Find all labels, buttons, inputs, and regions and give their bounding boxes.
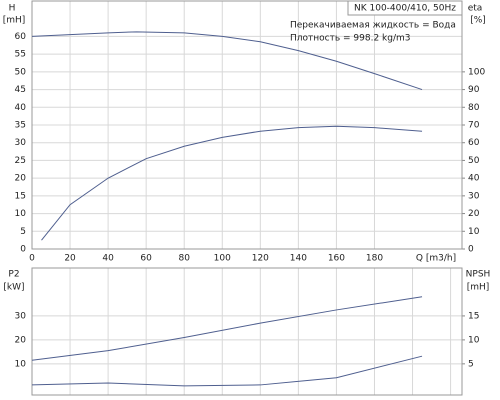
x-tick-label: 60 <box>140 254 152 264</box>
y2-tick-label: 90 <box>468 85 480 95</box>
x-tick-label: 180 <box>366 254 383 264</box>
curve <box>31 296 423 361</box>
y2-tick-label: 50 <box>468 156 480 166</box>
y2-tick-label: 20 <box>468 209 480 219</box>
x-tick-label: 100 <box>214 254 231 264</box>
y-tick-label: 15 <box>15 191 26 201</box>
y2-tick-label: 0 <box>468 245 474 255</box>
curve <box>31 355 423 387</box>
y-tick-label: 5 <box>20 227 26 237</box>
y-tick-label: 30 <box>15 311 27 321</box>
x-tick-label: 140 <box>290 254 307 264</box>
y-tick-label: 0 <box>20 245 26 255</box>
y-tick-label: 30 <box>15 138 27 148</box>
y2-tick-label: 70 <box>468 121 480 131</box>
plot-frame <box>31 0 463 250</box>
x-tick-label: 0 <box>29 254 35 264</box>
y-tick-label: 40 <box>15 103 27 113</box>
chart-title: NK 100-400/410, 50Hz <box>354 4 456 14</box>
y-tick-label: 20 <box>15 174 27 184</box>
y-tick-label: 60 <box>15 32 27 42</box>
y-axis-unit: [mH] <box>3 16 26 26</box>
x-tick-label: 160 <box>328 254 345 264</box>
y-tick-label: 10 <box>15 359 27 369</box>
y2-axis-label: NPSH <box>466 270 491 280</box>
y2-axis-unit: [mH] <box>467 283 490 293</box>
x-tick-label: 20 <box>64 254 76 264</box>
y2-tick-label: 5 <box>468 359 474 369</box>
curve <box>31 31 423 91</box>
y2-tick-label: 10 <box>468 335 480 345</box>
annotation: Плотность = 998.2 kg/m3 <box>290 34 411 44</box>
y2-tick-label: 60 <box>468 138 480 148</box>
x-tick-label: 80 <box>178 254 190 264</box>
y2-tick-label: 40 <box>468 174 480 184</box>
y2-tick-label: 30 <box>468 191 480 201</box>
x-axis-label: Q [m3/h] <box>416 254 456 264</box>
y-tick-label: 25 <box>15 156 26 166</box>
y-tick-label: 50 <box>15 67 27 77</box>
y2-tick-label: 15 <box>468 311 479 321</box>
y2-tick-label: 80 <box>468 103 480 113</box>
y-tick-label: 10 <box>15 209 27 219</box>
y-tick-label: 45 <box>15 85 26 95</box>
y-tick-label: 55 <box>15 50 26 60</box>
y-axis-label: P2 <box>8 270 19 280</box>
y2-axis-label: eta <box>468 4 483 14</box>
x-tick-label: 120 <box>252 254 269 264</box>
y2-tick-label: 100 <box>468 67 485 77</box>
title-box <box>347 0 463 16</box>
y2-axis-unit: [%] <box>470 16 486 26</box>
plot-frame <box>31 267 463 396</box>
y2-tick-label: 10 <box>468 227 480 237</box>
x-tick-label: 40 <box>102 254 114 264</box>
y-tick-label: 35 <box>15 121 26 131</box>
y-axis-label: H <box>9 4 16 14</box>
y-axis-unit: [kW] <box>3 283 24 293</box>
y-tick-label: 20 <box>15 335 27 345</box>
curve <box>41 125 423 241</box>
annotation: Перекачиваемая жидкость = Вода <box>290 21 456 31</box>
